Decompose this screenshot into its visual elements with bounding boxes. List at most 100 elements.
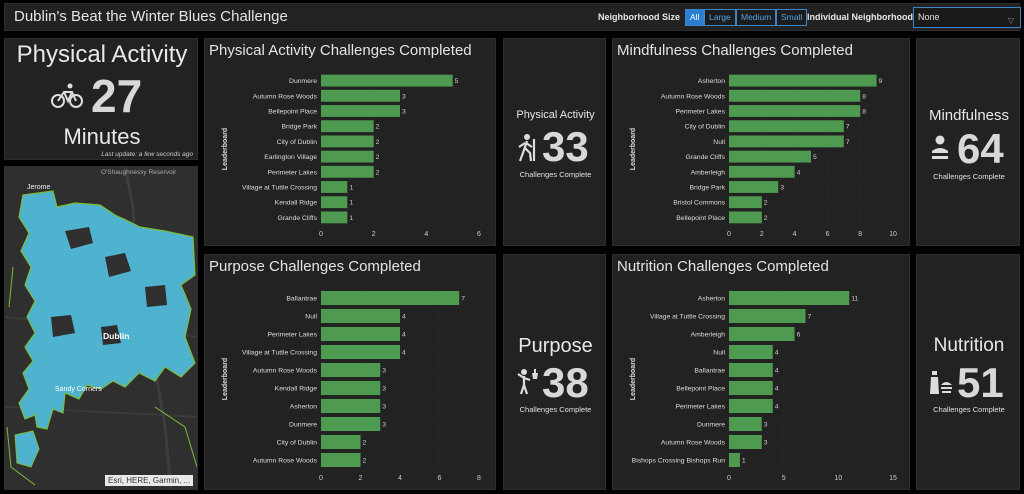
category-label: City of Dublin xyxy=(277,440,318,447)
category-label: Null xyxy=(305,314,317,321)
bar[interactable] xyxy=(321,344,400,360)
bar[interactable] xyxy=(321,380,381,396)
bar[interactable] xyxy=(729,181,779,193)
size-option-small[interactable]: Small xyxy=(776,9,808,26)
purpose-indicator: Purpose 38 Challenges Complete xyxy=(503,254,606,490)
bar[interactable] xyxy=(321,308,400,324)
bar[interactable] xyxy=(321,89,400,102)
value-label: 2 xyxy=(376,154,380,161)
value-label: 6 xyxy=(797,332,801,339)
bar[interactable] xyxy=(729,380,773,396)
pa-minutes-title: Physical Activity xyxy=(16,41,188,68)
y-axis-label: Leaderboard xyxy=(222,358,229,400)
bar[interactable] xyxy=(729,326,795,342)
category-label: Asherton xyxy=(698,296,725,303)
bar[interactable] xyxy=(321,74,453,87)
bar[interactable] xyxy=(321,165,374,178)
bar[interactable] xyxy=(321,181,348,193)
bar[interactable] xyxy=(729,362,773,378)
category-label: Kendall Ridge xyxy=(275,386,318,393)
size-option-all[interactable]: All xyxy=(685,9,705,26)
value-label: 2 xyxy=(376,124,380,131)
value-label: 8 xyxy=(862,109,866,116)
bar[interactable] xyxy=(729,135,844,148)
pa-minutes-value: 27 xyxy=(91,70,143,122)
bar[interactable] xyxy=(729,74,877,87)
bar[interactable] xyxy=(321,105,400,117)
value-label: 3 xyxy=(780,185,784,192)
category-label: Village at Tuttle Crossing xyxy=(242,185,317,192)
nutrition-indicator-caption: Challenges Complete xyxy=(933,405,1005,414)
value-label: 2 xyxy=(363,440,367,447)
value-label: 3 xyxy=(382,386,386,393)
category-label: Earlington Village xyxy=(264,154,317,161)
bar[interactable] xyxy=(729,290,850,306)
value-label: 4 xyxy=(402,332,406,339)
neighborhood-areas xyxy=(18,190,196,430)
map-attribution[interactable]: Esri, HERE, Garmin, ... xyxy=(105,475,194,486)
nutrition-chart: 0 5 10 15 Asherton 11 Village at Tuttle Crossi… xyxy=(630,289,897,482)
bar[interactable] xyxy=(321,452,361,468)
y-axis-label: Leaderboard xyxy=(630,358,637,400)
purpose-chart-panel: Purpose Challenges Completed 0 2 4 6 8 Ballan… xyxy=(204,254,496,490)
value-label: 4 xyxy=(402,314,406,321)
bar[interactable] xyxy=(729,150,811,163)
bar[interactable] xyxy=(321,211,348,224)
category-label: Bristol Commons xyxy=(673,200,725,207)
bar[interactable] xyxy=(729,308,806,324)
bar[interactable] xyxy=(321,362,381,378)
bar[interactable] xyxy=(729,211,762,224)
bar[interactable] xyxy=(321,416,381,432)
map-panel[interactable]: O'Shaughnessy Reservoir Jerome Dublin Sa… xyxy=(4,166,198,490)
value-label: 1 xyxy=(742,458,746,465)
map-canvas[interactable]: O'Shaughnessy Reservoir Jerome Dublin Sa… xyxy=(5,167,198,490)
x-tick-label: 2 xyxy=(760,231,764,238)
map-label-dublin: Dublin xyxy=(103,331,129,341)
bar[interactable] xyxy=(321,434,361,450)
bar[interactable] xyxy=(729,344,773,360)
bar[interactable] xyxy=(321,150,374,163)
mindfulness-indicator-caption: Challenges Complete xyxy=(933,172,1005,181)
x-tick-label: 10 xyxy=(889,231,897,238)
category-label: Amberleigh xyxy=(691,332,726,339)
category-label: Grande Cliffs xyxy=(685,154,725,161)
bar[interactable] xyxy=(729,452,740,468)
map-label-jerome: Jerome xyxy=(27,184,50,191)
bar[interactable] xyxy=(321,290,460,306)
bar[interactable] xyxy=(729,434,762,450)
mindfulness-chart-title: Mindfulness Challenges Completed xyxy=(617,42,853,59)
value-label: 8 xyxy=(862,93,866,100)
size-option-large[interactable]: Large xyxy=(704,9,736,26)
bar[interactable] xyxy=(729,120,844,133)
size-option-medium[interactable]: Medium xyxy=(736,9,777,26)
category-label: City of Dublin xyxy=(685,124,726,131)
neighborhood-select[interactable]: None ▽ xyxy=(913,7,1021,28)
pa-chart-panel: Physical Activity Challenges Completed 0… xyxy=(204,38,496,246)
x-tick-label: 4 xyxy=(793,231,797,238)
bar[interactable] xyxy=(729,165,795,178)
nutrition-chart-title: Nutrition Challenges Completed xyxy=(617,258,829,275)
bar[interactable] xyxy=(729,105,861,117)
value-label: 9 xyxy=(879,78,883,85)
bar[interactable] xyxy=(321,196,348,209)
value-label: 3 xyxy=(402,109,406,116)
bar[interactable] xyxy=(729,89,861,102)
bar[interactable] xyxy=(321,135,374,148)
x-tick-label: 6 xyxy=(438,475,442,482)
value-label: 11 xyxy=(851,296,858,303)
page-title: Dublin's Beat the Winter Blues Challenge xyxy=(14,8,288,25)
bar[interactable] xyxy=(321,398,381,414)
category-label: Autumn Rose Woods xyxy=(661,440,726,447)
x-tick-label: 8 xyxy=(858,231,862,238)
bar[interactable] xyxy=(729,416,762,432)
category-label: Autumn Rose Woods xyxy=(253,368,318,375)
bar[interactable] xyxy=(729,196,762,209)
bar[interactable] xyxy=(729,398,773,414)
size-filter-label: Neighborhood Size xyxy=(598,12,680,22)
category-label: Dunmere xyxy=(289,422,317,429)
category-label: Bellepoint Place xyxy=(676,386,725,393)
pa-minutes-card: Physical Activity 27 Minutes Last update… xyxy=(4,38,198,160)
bar[interactable] xyxy=(321,326,400,342)
bar[interactable] xyxy=(321,120,374,133)
x-tick-label: 2 xyxy=(359,475,363,482)
